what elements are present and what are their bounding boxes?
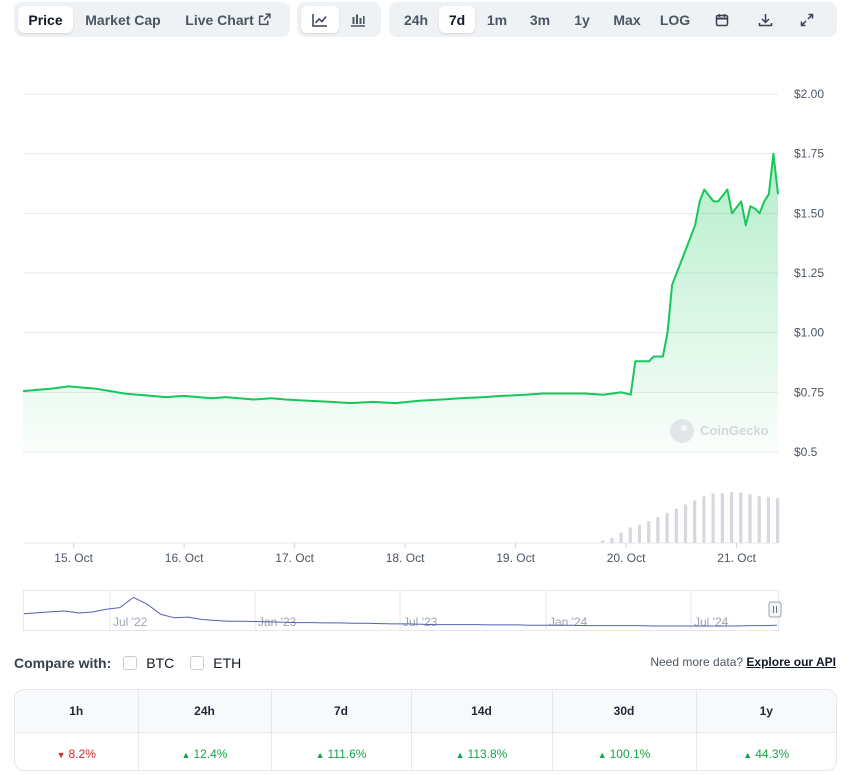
- navigator-tick-label: Jul '24: [694, 615, 729, 629]
- period-30d: 30d: [552, 690, 697, 733]
- volume-bar: [748, 494, 752, 543]
- x-tick-label: 20. Oct: [607, 551, 646, 565]
- compare-label: Compare with:: [14, 655, 112, 671]
- navigator-line: [23, 596, 778, 627]
- candlestick-chart-button[interactable]: [339, 6, 377, 33]
- change-24h: ▲ 12.4%: [138, 732, 272, 770]
- compare-btc[interactable]: BTC: [123, 655, 174, 671]
- tab-market-cap[interactable]: Market Cap: [85, 11, 161, 28]
- api-promo: Need more data? Explore our API: [650, 655, 836, 669]
- tab-price[interactable]: Price: [18, 6, 73, 33]
- compare-eth[interactable]: ETH: [190, 655, 241, 671]
- volume-bar: [766, 497, 770, 543]
- range-1m[interactable]: 1m: [486, 11, 508, 28]
- coingecko-logo-icon: [670, 419, 694, 443]
- volume-bar: [656, 517, 660, 543]
- volume-bar: [619, 532, 623, 543]
- line-chart-icon: [312, 13, 327, 27]
- x-tick-label: 19. Oct: [496, 551, 535, 565]
- download-icon: [758, 13, 772, 26]
- period-14d: 14d: [411, 690, 553, 733]
- chart-type-toggle: [297, 2, 381, 37]
- calendar-button[interactable]: [699, 6, 745, 33]
- volume-bar: [628, 527, 632, 543]
- volume-bar: [693, 500, 697, 543]
- volume-bar: [601, 540, 605, 543]
- y-tick-label: $1.00: [794, 326, 824, 340]
- line-chart-button[interactable]: [301, 6, 339, 33]
- change-1y: ▲ 44.3%: [743, 747, 790, 761]
- explore-api-link[interactable]: Explore our API: [746, 655, 836, 669]
- range-7d[interactable]: 7d: [439, 6, 475, 33]
- volume-bar: [720, 493, 724, 543]
- caret-up-icon: ▲: [315, 750, 325, 760]
- volume-bar: [729, 492, 734, 543]
- x-tick-label: 21. Oct: [717, 551, 756, 565]
- y-tick-label: $0.5: [794, 445, 818, 459]
- volume-bar: [674, 508, 678, 543]
- volume-bar: [711, 493, 715, 543]
- caret-up-icon: ▲: [455, 750, 465, 760]
- eth-checkbox[interactable]: [190, 656, 205, 670]
- change-14d: ▲ 113.8%: [411, 732, 553, 770]
- external-link-icon: [258, 13, 271, 26]
- fullscreen-button[interactable]: [785, 6, 829, 33]
- volume-bar: [757, 496, 761, 543]
- y-tick-label: $2.00: [794, 87, 824, 101]
- compare-with: Compare with: BTC ETH: [14, 652, 257, 674]
- chart-tabs: Price Market Cap Live Chart: [14, 2, 290, 37]
- volume-bar: [683, 504, 688, 543]
- performance-table: 1h 24h 7d 14d 30d 1y ▼ 8.2% ▲ 12.4% ▲ 111.6…: [14, 689, 837, 771]
- caret-down-icon: ▼: [56, 750, 66, 760]
- period-1y: 1y: [696, 690, 836, 733]
- calendar-icon: [715, 13, 729, 26]
- volume-bar: [637, 524, 642, 543]
- watermark: CoinGecko: [670, 419, 769, 443]
- price-chart[interactable]: $2.00 $1.75 $1.50 $1.25 $1.00 $0.75 $0.5 CoinG…: [0, 40, 854, 580]
- x-tick-label: 15. Oct: [54, 551, 93, 565]
- volume-bar: [610, 537, 614, 543]
- watermark-text: CoinGecko: [700, 423, 769, 438]
- x-tick-label: 17. Oct: [275, 551, 314, 565]
- range-toolbar: 24h 7d 1m 3m 1y Max LOG: [389, 2, 837, 37]
- candlestick-chart-icon: [351, 14, 365, 27]
- navigator-tick-label: Jan '24: [549, 615, 588, 629]
- y-tick-label: $1.75: [794, 147, 824, 161]
- navigator-handle[interactable]: [768, 601, 782, 618]
- range-max[interactable]: Max: [613, 11, 641, 28]
- navigator-tick-label: Jul '22: [113, 615, 148, 629]
- volume-bar: [776, 498, 780, 543]
- log-scale-toggle[interactable]: LOG: [659, 11, 691, 28]
- y-tick-label: $1.25: [794, 266, 824, 280]
- caret-up-icon: ▲: [743, 750, 753, 760]
- x-tick-label: 16. Oct: [165, 551, 204, 565]
- btc-checkbox[interactable]: [123, 656, 138, 670]
- range-3m[interactable]: 3m: [529, 11, 551, 28]
- navigator-chart[interactable]: Jul '22 Jan '23 Jul '23 Jan '24 Jul '24: [0, 588, 854, 634]
- tab-live-chart[interactable]: Live Chart: [173, 6, 283, 33]
- range-24h[interactable]: 24h: [403, 11, 429, 28]
- change-7d: ▲ 111.6%: [271, 732, 412, 770]
- volume-bar: [702, 496, 706, 543]
- change-1h: ▼ 8.2%: [15, 732, 139, 770]
- expand-icon: [800, 13, 814, 26]
- volume-bar: [647, 521, 651, 543]
- caret-up-icon: ▲: [181, 750, 191, 760]
- x-tick-label: 18. Oct: [386, 551, 425, 565]
- range-1y[interactable]: 1y: [574, 11, 590, 28]
- caret-up-icon: ▲: [597, 750, 607, 760]
- volume-bar: [665, 512, 669, 543]
- volume-bar: [739, 492, 743, 543]
- period-1h: 1h: [15, 690, 139, 733]
- navigator-tick-label: Jul '23: [403, 615, 438, 629]
- period-7d: 7d: [271, 690, 412, 733]
- y-tick-label: $0.75: [794, 385, 824, 399]
- download-button[interactable]: [745, 6, 785, 33]
- period-24h: 24h: [138, 690, 272, 733]
- price-line: [22, 152, 779, 405]
- price-area: [23, 153, 778, 452]
- y-tick-label: $1.50: [794, 206, 824, 220]
- change-30d: ▲ 100.1%: [552, 732, 697, 770]
